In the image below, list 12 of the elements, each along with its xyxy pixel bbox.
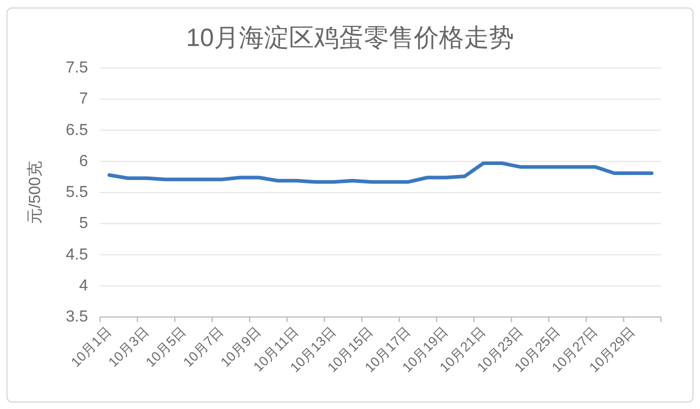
y-tick-label: 4 bbox=[79, 277, 88, 294]
y-tick-label: 6 bbox=[79, 152, 88, 170]
y-tick-label: 6.5 bbox=[66, 122, 88, 139]
y-tick-label: 7.5 bbox=[66, 60, 88, 76]
y-axis-title: 元/500克 bbox=[26, 160, 44, 224]
y-tick-label: 7 bbox=[79, 90, 88, 108]
y-tick-label: 5 bbox=[79, 215, 88, 232]
line-series bbox=[108, 161, 654, 184]
y-tick-label: 4.5 bbox=[66, 246, 88, 264]
y-tick-label: 3.5 bbox=[66, 308, 88, 326]
chart-title: 10月海淀区鸡蛋零售价格走势 bbox=[186, 24, 514, 52]
y-tick-label: 5.5 bbox=[66, 184, 88, 201]
